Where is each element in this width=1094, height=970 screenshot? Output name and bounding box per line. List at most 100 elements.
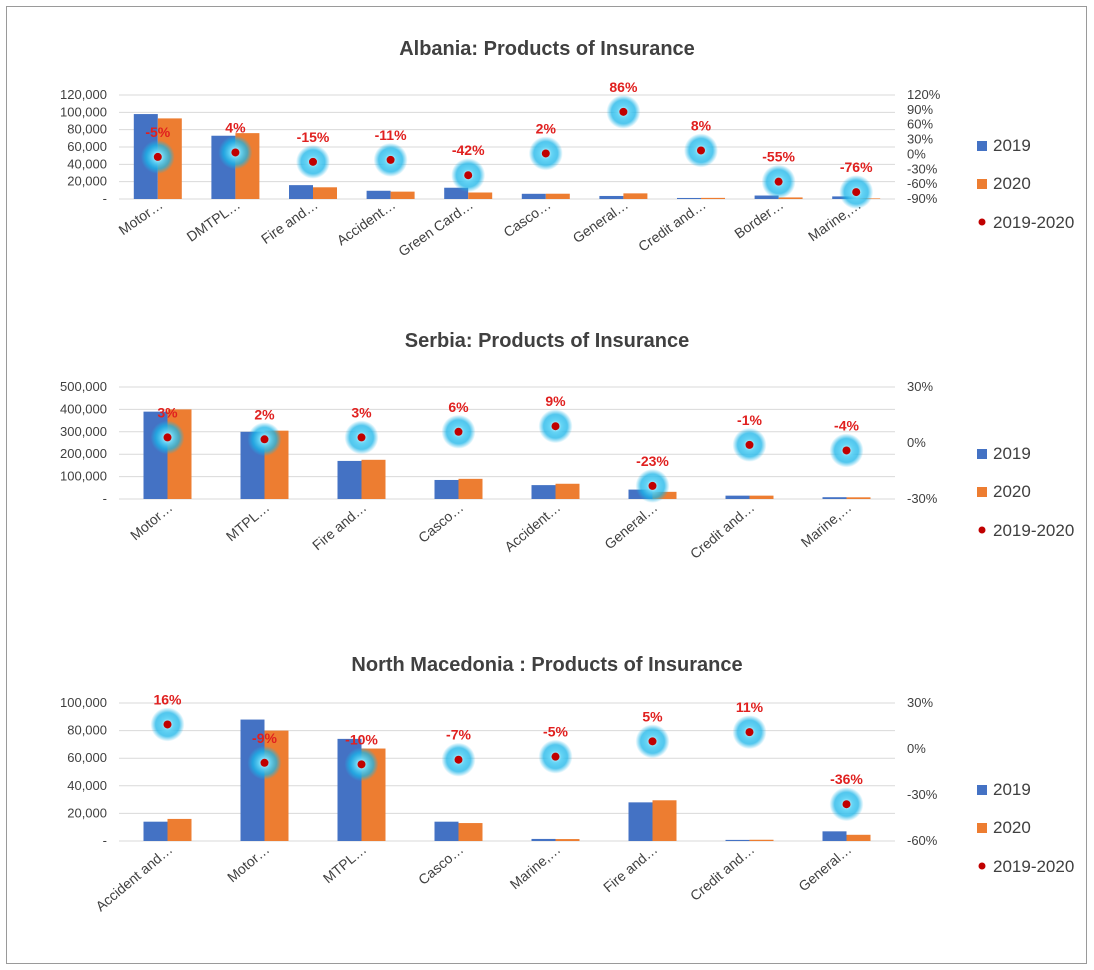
- legend-swatch-2020: [977, 179, 987, 189]
- bar-2019: [337, 460, 362, 499]
- change-label: -9%: [252, 730, 277, 746]
- bar-2020: [652, 800, 677, 841]
- change-label: -23%: [636, 453, 669, 469]
- y-tick-label: 20,000: [67, 805, 107, 820]
- category-label: Motor…: [116, 196, 166, 238]
- category-label: Marine,…: [507, 841, 564, 892]
- y-tick-label: -: [103, 833, 107, 848]
- change-marker: [774, 177, 783, 186]
- y-tick-label: -: [103, 191, 107, 206]
- y2-tick-label: 120%: [907, 87, 941, 102]
- bar-2020: [555, 839, 580, 841]
- change-label: 5%: [642, 708, 663, 724]
- change-label: -7%: [446, 727, 471, 743]
- change-marker: [619, 107, 628, 116]
- bar-2019: [725, 839, 750, 841]
- category-label: Casco…: [500, 196, 553, 240]
- change-label: 16%: [153, 691, 182, 707]
- y2-tick-label: -90%: [907, 191, 938, 206]
- change-marker: [551, 752, 560, 761]
- legend-swatch-change: [978, 218, 986, 226]
- bar-2020: [749, 839, 774, 841]
- change-marker: [648, 481, 657, 490]
- category-label: Casco…: [415, 841, 466, 888]
- y2-tick-label: 30%: [907, 379, 933, 394]
- legend-swatch-2020: [977, 487, 987, 497]
- chart-title: Serbia: Products of Insurance: [405, 330, 690, 352]
- legend-swatch-2019: [977, 449, 987, 459]
- change-label: 4%: [225, 119, 246, 135]
- change-marker: [842, 800, 851, 809]
- bar-2019: [599, 195, 624, 199]
- change-label: 86%: [609, 79, 638, 95]
- legend-swatch-2020: [977, 823, 987, 833]
- y-tick-label: 500,000: [60, 379, 107, 394]
- change-label: -5%: [145, 124, 170, 140]
- change-label: 3%: [351, 404, 372, 420]
- category-label: Credit and…: [635, 196, 709, 254]
- category-label: Fire and…: [309, 499, 369, 553]
- legend-label-change: 2019-2020: [993, 857, 1074, 876]
- bar-2019: [240, 719, 265, 841]
- change-marker: [357, 760, 366, 769]
- bar-2019: [531, 485, 556, 499]
- legend-label-2020: 2020: [993, 174, 1031, 193]
- bar-2019: [521, 193, 546, 199]
- legend-label-2019: 2019: [993, 136, 1031, 155]
- change-marker: [648, 737, 657, 746]
- y-tick-label: 120,000: [60, 87, 107, 102]
- category-label: Accident…: [334, 196, 399, 248]
- change-marker: [386, 155, 395, 164]
- legend-label-2020: 2020: [993, 482, 1031, 501]
- y2-tick-label: -60%: [907, 176, 938, 191]
- category-label: Accident…: [501, 499, 563, 555]
- legend: 2019 2020 2019-2020: [977, 444, 1074, 540]
- y2-tick-label: 30%: [907, 695, 933, 710]
- y-tick-label: 40,000: [67, 778, 107, 793]
- category-label: General…: [795, 841, 854, 894]
- bar-2020: [458, 478, 483, 499]
- category-label: Fire and…: [600, 841, 660, 895]
- category-label: Accident and…: [92, 841, 175, 914]
- change-marker: [163, 433, 172, 442]
- bar-2019: [628, 802, 653, 841]
- legend-label-change: 2019-2020: [993, 213, 1074, 232]
- category-label: General…: [601, 499, 660, 552]
- bar-2019: [822, 497, 847, 499]
- y2-tick-label: -30%: [907, 161, 938, 176]
- change-label: -55%: [762, 149, 795, 165]
- y2-tick-label: 60%: [907, 117, 933, 132]
- change-marker: [357, 433, 366, 442]
- bar-2020: [361, 459, 386, 499]
- legend-swatch-change: [978, 862, 986, 870]
- change-marker: [551, 422, 560, 431]
- bar-2019: [434, 479, 459, 499]
- y-tick-label: 20,000: [67, 174, 107, 189]
- bar-2020: [846, 834, 871, 841]
- insurance-charts: Albania: Products of Insurance - 20,000 40,…: [60, 38, 1074, 914]
- change-marker: [745, 440, 754, 449]
- change-label: -5%: [543, 724, 568, 740]
- change-label: 9%: [545, 393, 566, 409]
- bar-2019: [754, 195, 779, 199]
- bar-2019: [822, 831, 847, 841]
- change-marker: [231, 148, 240, 157]
- bar-2020: [390, 191, 415, 199]
- change-label: -11%: [375, 127, 407, 143]
- category-label: Motor…: [127, 499, 175, 543]
- change-marker: [163, 720, 172, 729]
- change-marker: [153, 152, 162, 161]
- legend-label-2019: 2019: [993, 444, 1031, 463]
- change-label: -4%: [834, 417, 859, 433]
- y-tick-label: 80,000: [67, 122, 107, 137]
- category-label: Green Card…: [395, 196, 476, 259]
- change-label: 11%: [736, 699, 764, 715]
- category-label: General…: [570, 196, 631, 246]
- change-marker: [454, 755, 463, 764]
- bar-2019: [289, 185, 313, 199]
- change-marker: [745, 728, 754, 737]
- legend-swatch-change: [978, 526, 986, 534]
- change-label: 3%: [157, 404, 178, 420]
- y2-tick-label: 90%: [907, 102, 933, 117]
- bar-2019: [434, 821, 459, 841]
